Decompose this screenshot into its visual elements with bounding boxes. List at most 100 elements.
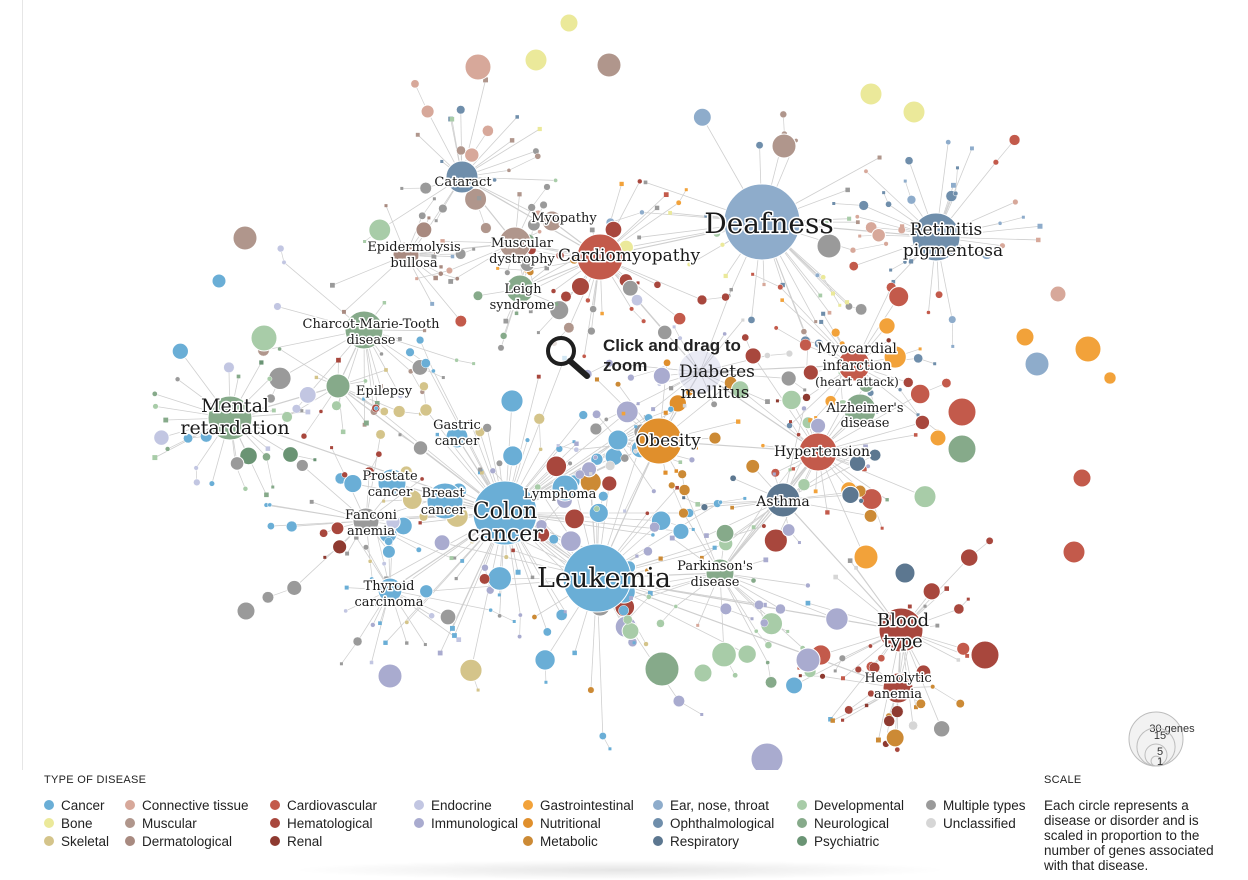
disease-node[interactable] <box>454 276 460 282</box>
disease-node[interactable] <box>857 376 875 393</box>
disease-node[interactable] <box>754 628 759 634</box>
disease-hub-node[interactable] <box>498 226 532 260</box>
disease-node[interactable] <box>464 53 492 81</box>
disease-node[interactable] <box>368 218 392 242</box>
disease-node[interactable] <box>300 432 308 440</box>
disease-node[interactable] <box>412 440 429 456</box>
disease-node[interactable] <box>534 152 542 160</box>
disease-node[interactable] <box>667 405 675 413</box>
disease-node[interactable] <box>500 389 524 413</box>
disease-node[interactable] <box>693 663 713 683</box>
disease-node[interactable] <box>797 478 811 491</box>
disease-node[interactable] <box>545 455 568 478</box>
disease-node[interactable] <box>419 476 425 482</box>
disease-node[interactable] <box>627 373 635 382</box>
disease-node[interactable] <box>343 474 363 494</box>
disease-node[interactable] <box>675 199 682 206</box>
disease-node[interactable] <box>193 478 201 486</box>
disease-node[interactable] <box>152 403 159 410</box>
disease-node[interactable] <box>841 485 860 505</box>
disease-node[interactable] <box>785 349 793 358</box>
disease-node[interactable] <box>592 454 598 460</box>
disease-node[interactable] <box>805 582 811 589</box>
disease-node[interactable] <box>922 582 941 601</box>
disease-node[interactable] <box>375 450 383 458</box>
disease-node[interactable] <box>598 491 609 502</box>
disease-node[interactable] <box>153 429 170 446</box>
disease-node[interactable] <box>853 544 879 570</box>
disease-node[interactable] <box>802 393 811 402</box>
disease-node[interactable] <box>208 480 215 487</box>
disease-node[interactable] <box>384 537 393 546</box>
disease-node[interactable] <box>719 602 732 615</box>
disease-node[interactable] <box>549 300 570 321</box>
disease-node[interactable] <box>773 325 779 331</box>
disease-node[interactable] <box>956 641 971 656</box>
disease-node[interactable] <box>393 405 406 418</box>
disease-node[interactable] <box>605 460 616 471</box>
disease-node[interactable] <box>719 242 726 248</box>
disease-hub-node[interactable] <box>911 212 961 262</box>
disease-node[interactable] <box>330 521 345 536</box>
disease-node[interactable] <box>708 431 722 445</box>
disease-node[interactable] <box>295 458 309 473</box>
disease-node[interactable] <box>929 429 947 447</box>
disease-node[interactable] <box>464 147 480 163</box>
disease-node[interactable] <box>377 663 403 689</box>
disease-node[interactable] <box>223 361 235 373</box>
disease-node[interactable] <box>785 676 804 695</box>
disease-node[interactable] <box>755 141 764 150</box>
disease-node[interactable] <box>550 288 557 294</box>
disease-node[interactable] <box>381 544 396 559</box>
disease-hub-node[interactable] <box>878 607 924 653</box>
disease-node[interactable] <box>232 225 258 251</box>
disease-node[interactable] <box>381 561 387 567</box>
disease-node[interactable] <box>433 534 451 552</box>
disease-node[interactable] <box>261 591 274 604</box>
disease-node[interactable] <box>935 290 943 299</box>
disease-node[interactable] <box>489 467 497 475</box>
disease-node[interactable] <box>848 261 859 271</box>
disease-node[interactable] <box>621 622 640 640</box>
disease-node[interactable] <box>677 469 687 479</box>
disease-node[interactable] <box>867 643 873 649</box>
disease-node[interactable] <box>559 13 579 33</box>
disease-node[interactable] <box>589 305 597 313</box>
disease-node[interactable] <box>902 259 908 265</box>
disease-node[interactable] <box>480 222 492 234</box>
disease-node[interactable] <box>563 322 575 334</box>
disease-node[interactable] <box>822 216 830 225</box>
disease-hub-node[interactable] <box>541 210 563 232</box>
disease-node[interactable] <box>858 498 864 504</box>
disease-node[interactable] <box>633 448 639 454</box>
disease-node[interactable] <box>865 463 871 469</box>
disease-node[interactable] <box>620 453 630 463</box>
disease-node[interactable] <box>885 728 905 748</box>
disease-node[interactable] <box>867 689 875 698</box>
disease-node[interactable] <box>992 159 999 166</box>
disease-node[interactable] <box>410 79 420 89</box>
disease-node[interactable] <box>761 523 767 529</box>
disease-node[interactable] <box>744 347 762 365</box>
disease-node[interactable] <box>428 612 435 619</box>
disease-node[interactable] <box>711 641 737 668</box>
disease-node[interactable] <box>779 110 788 119</box>
disease-node[interactable] <box>174 376 181 382</box>
disease-node[interactable] <box>729 474 737 482</box>
disease-hub-node[interactable] <box>505 274 535 304</box>
disease-node[interactable] <box>517 634 523 640</box>
disease-node[interactable] <box>644 651 680 687</box>
disease-node[interactable] <box>754 600 764 610</box>
disease-node[interactable] <box>419 584 434 599</box>
disease-node[interactable] <box>459 658 483 682</box>
disease-node[interactable] <box>649 521 660 533</box>
disease-node[interactable] <box>286 579 303 596</box>
disease-node[interactable] <box>854 665 862 674</box>
disease-node[interactable] <box>868 662 881 674</box>
disease-node[interactable] <box>715 523 735 543</box>
disease-node[interactable] <box>970 640 1000 670</box>
disease-node[interactable] <box>781 389 802 411</box>
disease-node[interactable] <box>641 318 647 324</box>
disease-node[interactable] <box>482 423 492 433</box>
disease-hub-node[interactable] <box>723 183 801 261</box>
